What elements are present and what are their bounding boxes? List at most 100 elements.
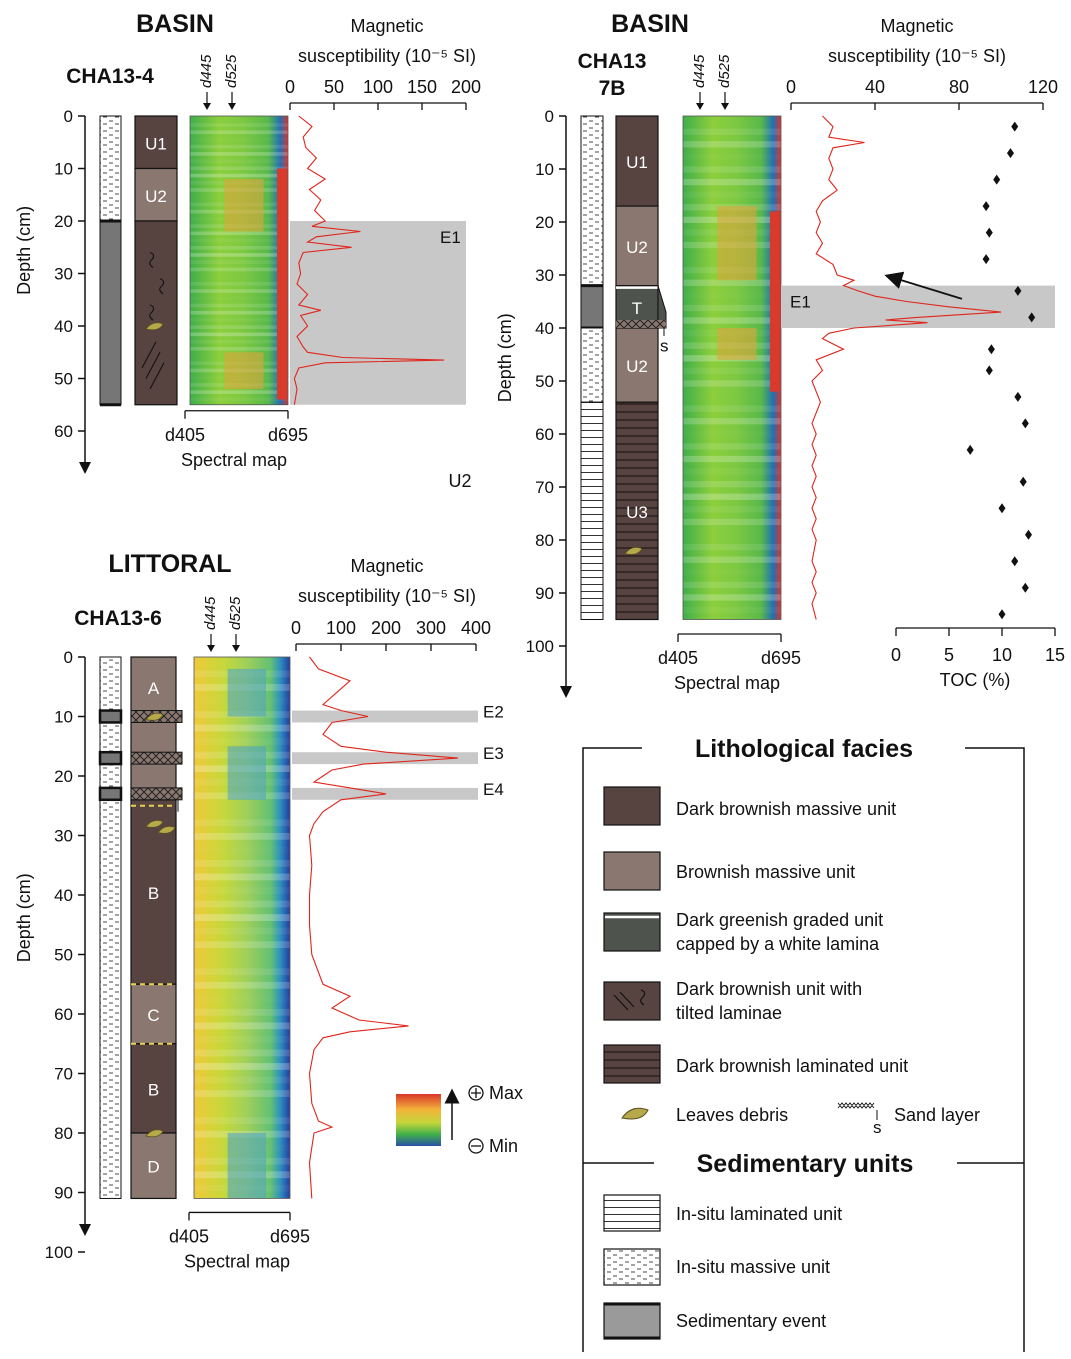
spectral-texture-band [194,819,290,827]
toc-tick-label: 0 [891,645,901,665]
sed-unit-massive [580,327,604,403]
core-name-line-2: 7B [599,77,626,100]
unit-label: U2 [145,187,167,206]
sand-layer [130,787,183,801]
spectral-map-frame [189,115,289,406]
event-label: E1 [790,293,811,312]
leaf-icon [145,1129,164,1138]
environment-label: BASIN [611,10,689,38]
arrow-down-icon [560,686,572,698]
event-band [290,221,466,405]
ms-title-line-1: Magnetic [350,556,423,576]
ms-profile-line [308,656,459,1199]
spectral-anomaly [227,746,266,800]
spectral-texture-band [190,144,288,149]
event-label: E1 [440,228,461,247]
toc-point [998,609,1006,620]
ms-title-line-2: susceptibility (10⁻⁵ SI) [298,46,476,66]
core-name-line-1: CHA13 [578,50,647,73]
depth-tick-label: 90 [54,1184,73,1203]
legend-sedimentary-event: Sedimentary event [676,1311,826,1331]
depth-tick-label: 0 [64,107,73,126]
depth-axis-label: Depth (cm) [14,206,34,295]
spectral-texture-band [683,594,781,601]
arrowhead [228,103,236,110]
spectral-anomaly [717,328,757,360]
unit-label: U2 [626,357,648,376]
legend-tilted-line-2: tilted laminae [676,1003,782,1023]
lith-unit-dark-massive [615,115,659,207]
spectral-texture-band [190,303,288,308]
color-scale-min: Min [489,1136,518,1156]
lith-unit-brownish-massive [615,327,659,403]
spectral-anomaly [227,668,266,717]
spectral-map: d445 d525 d405 d695 Spectral map [165,54,308,470]
event-band [292,710,478,723]
spectral-texture-band [190,332,288,337]
minus-circle-icon [468,1138,484,1154]
depth-tick-label: 60 [535,425,554,444]
legend-insitu-massive: In-situ massive unit [676,1257,830,1277]
sand-marker: s [873,1118,882,1137]
spectral-texture-band [683,279,781,286]
spectral-texture-band [194,860,290,867]
spectral-texture-band [194,900,290,908]
arrowhead [207,645,215,652]
leaf-icon [624,547,643,555]
toc-tick-label: 5 [944,645,954,665]
spectral-texture-band [190,238,288,243]
spectral-texture-band [190,325,288,329]
spectral-anomaly [227,1133,266,1199]
arrowhead [696,103,704,110]
spectral-texture-band [194,1049,290,1057]
legend-facies-title: Lithological facies [695,735,913,763]
lith-unit-dark-massive [130,1043,177,1134]
wavelength-label: d525 [227,596,244,630]
spectral-anomaly [717,206,757,281]
spectral-texture-band [683,581,781,589]
event-label: E2 [483,703,504,722]
arrow-down-icon [79,1224,91,1236]
toc-point [1021,582,1029,593]
legend-dark-massive: Dark brownish massive unit [676,799,896,819]
environment-label: LITTORAL [108,550,231,578]
ms-tick-label: 100 [326,618,356,638]
toc-point [993,174,1001,185]
swatch-dark-massive [603,786,661,826]
core-cha13-4: BASIN CHA13-4 0 10 20 30 40 50 60 Depth (cm) U1… [14,10,481,491]
bioturbation-icon [149,251,155,268]
ms-tick-label: 120 [1028,77,1058,97]
spectral-texture-band [683,418,781,425]
leaf-icon [157,825,176,834]
depth-tick-label: 30 [54,827,73,846]
depth-tick-label: 50 [535,372,554,391]
spectral-texture-band [683,481,781,488]
sand-layer [616,320,666,328]
depth-axis: 0 10 20 30 40 50 60 70 80 90 100 Depth (cm) [495,107,572,698]
legend: Lithological facies Dark brownish massiv… [582,735,1025,1352]
toc-tick-label: 15 [1045,645,1065,665]
lith-unit-tilted [134,220,178,406]
spectral-texture-band [194,1117,290,1125]
sed-unit-event [98,786,123,802]
toc-point [1014,285,1022,296]
toc-point [985,227,993,238]
ms-profile-line [293,115,445,405]
spectral-texture-band [190,310,288,315]
spectral-map: d445 d525 d405 d695 Spectral map [658,54,801,693]
wavelength-label: d445 [202,596,219,630]
spectral-texture-band [190,390,288,394]
unit-label: U2 [626,238,648,257]
toc-point [987,344,995,355]
spectral-texture-band [190,253,288,257]
spectral-texture-band [194,1036,290,1043]
spectral-texture-band [190,159,288,163]
toc-point [1006,148,1014,159]
toc-point [982,254,990,265]
legend-graded-line-2: capped by a white lamina [676,934,880,954]
depth-tick-label: 60 [54,1005,73,1024]
spectral-texture-band [683,304,781,312]
bioturbation-icon [159,278,165,295]
spectral-texture-band [190,166,288,171]
spectral-red-edge [770,211,781,392]
